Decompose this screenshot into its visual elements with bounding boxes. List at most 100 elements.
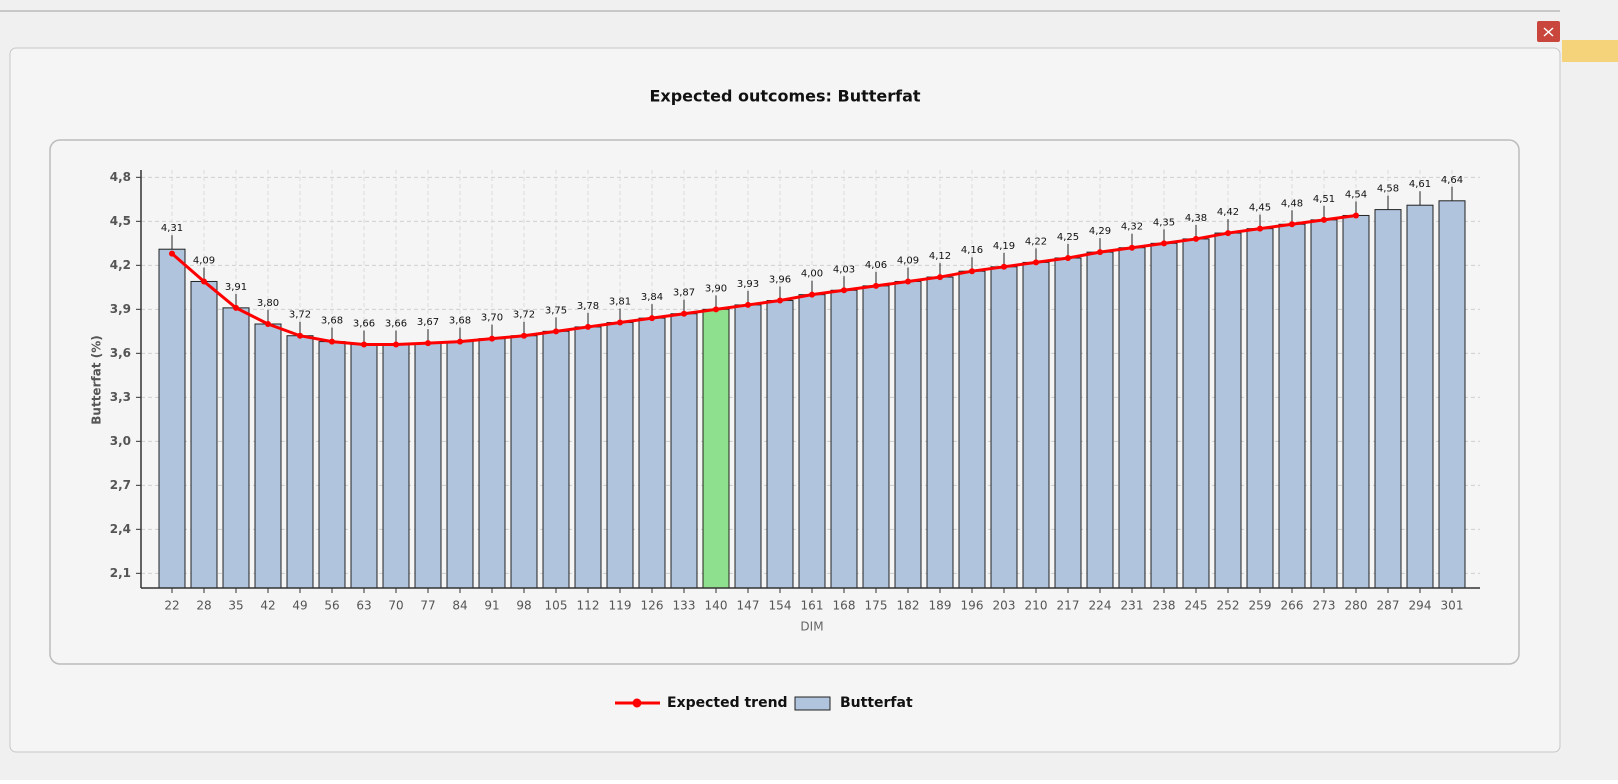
bar [222, 307, 250, 589]
trend-point [1353, 212, 1359, 219]
y-tick-label: 2,4 [110, 522, 131, 536]
bar [1342, 214, 1370, 589]
bar [318, 341, 346, 589]
value-label: 4,06 [865, 260, 887, 271]
x-tick-label: 91 [484, 599, 499, 613]
x-tick-label: 301 [1441, 599, 1464, 613]
x-tick-label: 189 [929, 599, 952, 613]
value-label: 3,66 [353, 319, 375, 330]
x-tick-label: 224 [1089, 599, 1112, 613]
trend-point [265, 321, 271, 327]
y-tick-label: 2,1 [110, 566, 131, 580]
x-tick-label: 210 [1025, 599, 1048, 613]
value-label: 4,61 [1409, 179, 1431, 190]
x-tick-label: 182 [897, 599, 920, 613]
bar [1086, 251, 1114, 589]
bar [830, 289, 858, 589]
x-tick-label: 168 [833, 599, 856, 613]
bar [894, 280, 922, 589]
bar [446, 341, 474, 589]
bar [574, 326, 602, 589]
value-label: 3,90 [705, 283, 727, 294]
trend-point [1289, 221, 1295, 228]
value-label: 4,31 [161, 223, 183, 234]
y-tick-label: 4,8 [110, 170, 131, 184]
window-edge [0, 10, 1560, 12]
bar [862, 285, 890, 589]
close-icon [1543, 27, 1554, 37]
trend-point [1161, 240, 1167, 247]
trend-point [393, 341, 399, 348]
trend-point [809, 291, 815, 298]
value-label: 4,19 [993, 241, 1015, 252]
value-label: 4,64 [1441, 175, 1463, 186]
x-tick-label: 63 [356, 599, 371, 613]
value-label: 4,09 [193, 255, 215, 266]
y-tick-label: 3,3 [110, 390, 131, 404]
trend-point [233, 304, 239, 311]
bar [1246, 228, 1274, 589]
value-label: 4,03 [833, 264, 855, 275]
value-label: 4,42 [1217, 207, 1239, 218]
trend-point [745, 301, 751, 308]
x-tick-label: 112 [577, 599, 600, 613]
trend-point [649, 315, 655, 322]
bar [926, 276, 954, 589]
y-tick-label: 3,9 [110, 302, 131, 316]
x-tick-label: 175 [865, 599, 888, 613]
x-tick-label: 140 [705, 599, 728, 613]
x-tick-label: 287 [1377, 599, 1400, 613]
value-label: 3,87 [673, 288, 695, 299]
x-tick-label: 126 [641, 599, 664, 613]
value-label: 3,67 [417, 317, 439, 328]
trend-point [1257, 225, 1263, 232]
x-tick-label: 161 [801, 599, 824, 613]
x-tick-label: 259 [1249, 599, 1272, 613]
value-label: 4,35 [1153, 217, 1175, 228]
x-tick-label: 245 [1185, 599, 1208, 613]
value-label: 4,16 [961, 245, 983, 256]
x-tick-label: 105 [545, 599, 568, 613]
x-tick-label: 35 [228, 599, 243, 613]
legend-label: Expected trend [667, 695, 788, 711]
value-label: 3,93 [737, 279, 759, 290]
bar [1438, 200, 1466, 589]
value-label: 3,68 [321, 316, 343, 327]
x-tick-label: 28 [196, 599, 211, 613]
x-tick-label: 42 [260, 599, 275, 613]
value-label: 4,51 [1313, 194, 1335, 205]
bar [702, 308, 730, 589]
trend-point [489, 335, 495, 342]
value-label: 4,58 [1377, 184, 1399, 195]
bar [766, 300, 794, 589]
x-axis-label: DIM [800, 620, 823, 634]
value-label: 4,09 [897, 255, 919, 266]
value-label: 4,32 [1121, 222, 1143, 233]
trend-point [361, 341, 367, 348]
trend-point [169, 250, 175, 257]
trend-point [1321, 216, 1327, 223]
trend-point [521, 332, 527, 339]
bar [990, 266, 1018, 589]
bar [1054, 257, 1082, 589]
value-label: 3,84 [641, 292, 663, 303]
x-tick-label: 70 [388, 599, 403, 613]
bar [1406, 204, 1434, 589]
trend-point [873, 282, 879, 289]
bar [798, 294, 826, 589]
value-label: 4,38 [1185, 213, 1207, 224]
x-tick-label: 147 [737, 599, 760, 613]
x-tick-label: 203 [993, 599, 1016, 613]
bar [1278, 223, 1306, 589]
bar [1310, 219, 1338, 589]
trend-point [1097, 249, 1103, 256]
value-label: 4,12 [929, 251, 951, 262]
x-tick-label: 238 [1153, 599, 1176, 613]
bar [734, 304, 762, 589]
value-label: 3,70 [481, 313, 503, 324]
value-label: 4,00 [801, 269, 823, 280]
value-label: 3,78 [577, 301, 599, 312]
trend-point [841, 287, 847, 294]
bar [1022, 261, 1050, 589]
bar [286, 335, 314, 589]
